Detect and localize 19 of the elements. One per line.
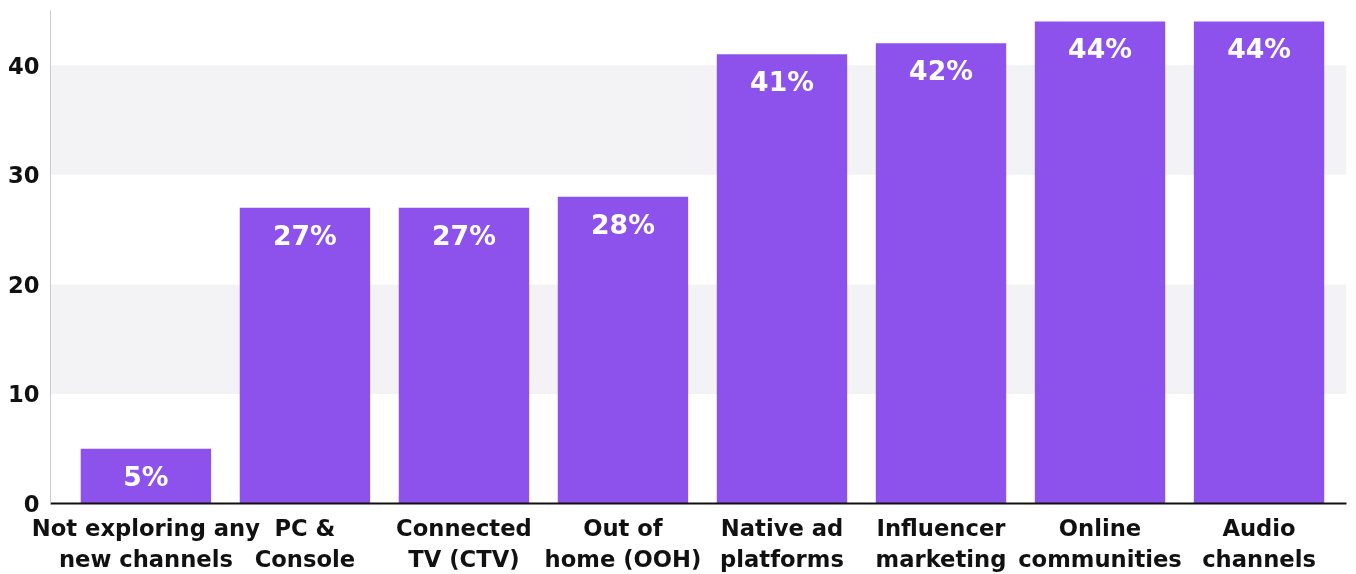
- y-tick-label: 0: [23, 491, 40, 517]
- data-label: 44%: [1227, 33, 1291, 65]
- data-label: 27%: [432, 219, 496, 251]
- y-tick-label: 30: [7, 162, 40, 189]
- x-tick-label: Connected TV (CTV): [396, 514, 532, 572]
- x-tick-label: Audio channels: [1202, 514, 1316, 572]
- x-tick-label: Native ad platforms: [720, 514, 844, 572]
- y-tick-label: 40: [7, 52, 40, 79]
- data-label: 42%: [909, 55, 973, 87]
- data-label: 41%: [750, 66, 814, 98]
- data-label: 28%: [591, 208, 655, 240]
- x-tick-label: Influencer marketing: [875, 514, 1007, 572]
- x-tick-label: Online communities: [1018, 514, 1182, 572]
- y-tick-label: 20: [7, 271, 40, 298]
- data-label: 44%: [1068, 33, 1132, 65]
- data-label: 27%: [273, 219, 337, 251]
- y-tick-label: 10: [7, 381, 40, 408]
- x-tick-label: Out of home (OOH): [544, 514, 702, 572]
- data-label: 5%: [123, 460, 169, 492]
